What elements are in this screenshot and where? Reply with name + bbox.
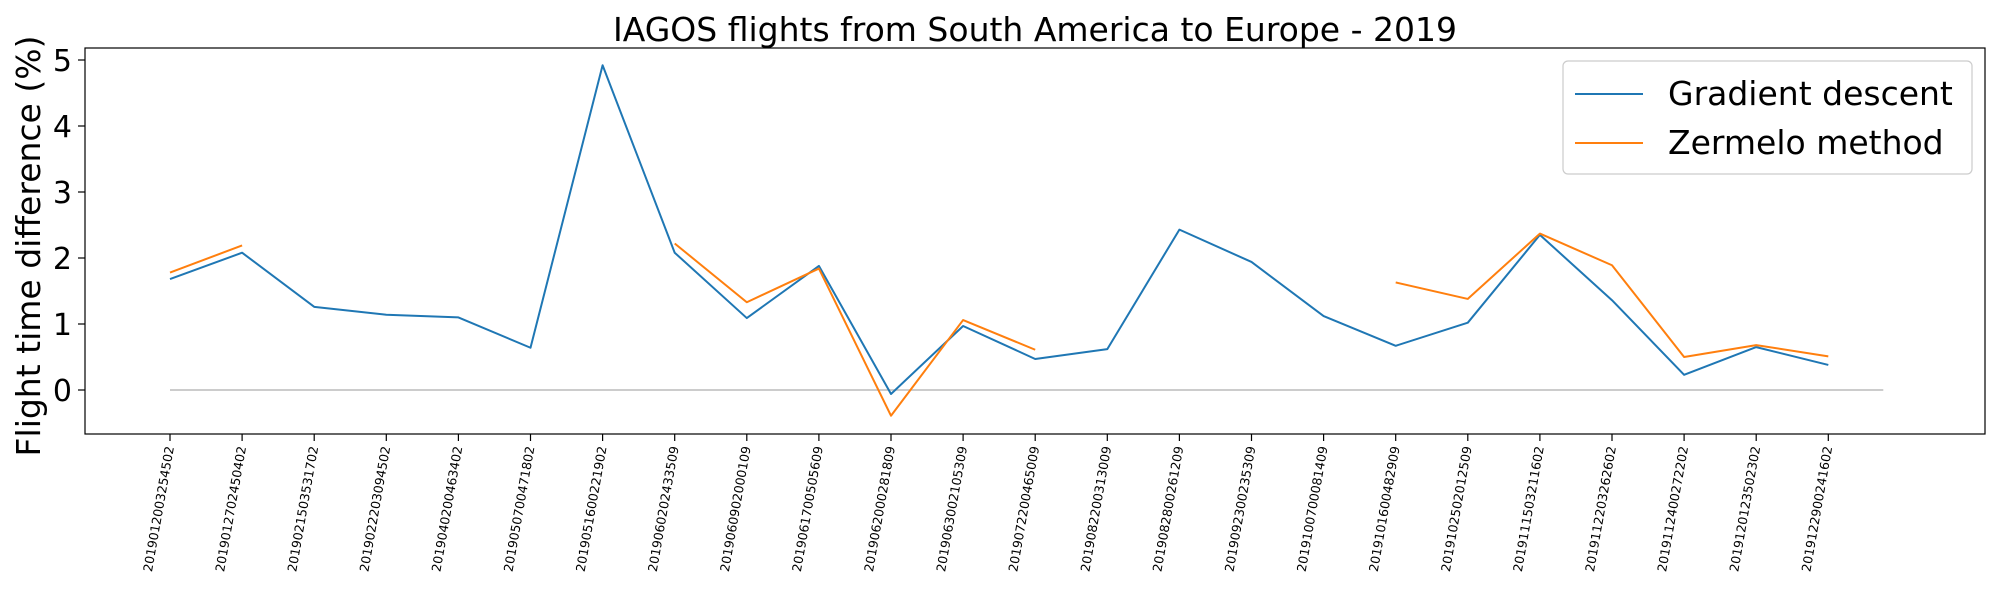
legend-box (1562, 60, 1973, 175)
y-axis-label: Flight time difference (%) (9, 36, 48, 457)
x-tick-label: 2019101600482909 (1366, 445, 1403, 573)
x-tick-label: 2019072200465009 (1005, 445, 1042, 573)
x-tick-label: 2019100700081409 (1294, 445, 1331, 573)
x-tick-label: 2019082800261209 (1149, 445, 1186, 573)
y-tick-label: 2 (53, 242, 72, 277)
y-tick-label: 4 (53, 110, 72, 145)
legend: Gradient descent Zermelo method (1562, 60, 1973, 175)
series-gradient-descent (169, 64, 1829, 395)
x-tick-label: 2019021503531702 (284, 445, 321, 573)
y-axis: 0 1 2 3 4 5 (53, 44, 85, 409)
series-layer (169, 64, 1829, 417)
legend-label-gradient-descent: Gradient descent (1668, 74, 1953, 113)
x-tick-label: 2019102502012509 (1438, 445, 1475, 573)
x-tick-label: 2019051600221902 (573, 445, 610, 573)
series-line-zermelo-method-segment-1 (674, 242, 1036, 417)
series-zermelo-method (169, 232, 1829, 417)
chart-title: IAGOS flights from South America to Euro… (613, 10, 1457, 49)
x-tick-label: 2019063002105309 (933, 445, 970, 573)
x-axis: 2019012003254502 2019012702450402 20190215… (140, 434, 1835, 573)
x-tick-label: 2019012702450402 (212, 445, 249, 573)
x-tick-label: 2019112400272202 (1654, 445, 1691, 573)
y-tick-label: 1 (53, 308, 72, 343)
legend-label-zermelo-method: Zermelo method (1668, 123, 1944, 162)
x-tick-label: 2019112203262602 (1582, 445, 1619, 573)
series-line-gradient-descent-segment-0 (169, 64, 1829, 395)
x-tick-label: 2019022203094502 (356, 445, 393, 573)
x-tick-label: 2019040200463402 (428, 445, 465, 573)
y-tick-label: 5 (53, 44, 72, 79)
y-tick-label: 0 (53, 374, 72, 409)
x-tick-label: 2019082200313009 (1077, 445, 1114, 573)
x-tick-label: 2019092300235309 (1222, 445, 1259, 573)
x-tick-label: 2019050700471802 (501, 445, 538, 573)
y-tick-label: 3 (53, 176, 72, 211)
x-tick-label: 2019012003254502 (140, 445, 177, 573)
series-line-zermelo-method-segment-0 (169, 244, 243, 274)
x-tick-label: 2019111503211602 (1510, 445, 1547, 573)
x-tick-label: 2019060202433509 (645, 445, 682, 573)
x-tick-label: 2019062000281809 (861, 445, 898, 573)
x-tick-label: 2019120123502302 (1726, 445, 1763, 573)
series-line-zermelo-method-segment-2 (1395, 232, 1829, 358)
x-tick-label: 2019060902000109 (717, 445, 754, 573)
x-tick-label: 2019061700505609 (789, 445, 826, 573)
x-tick-label: 2019122900241602 (1798, 445, 1835, 573)
